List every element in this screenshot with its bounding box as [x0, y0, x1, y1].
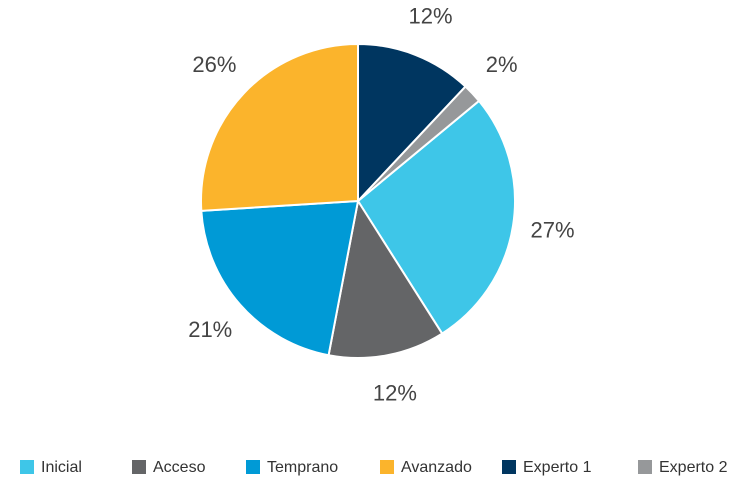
- pie-slice: [357, 85, 481, 202]
- pie-slice: [200, 199, 360, 357]
- slice-label: 2%: [486, 52, 518, 77]
- legend-swatch: [20, 460, 34, 474]
- slice-label: 12%: [408, 4, 452, 29]
- legend-swatch: [638, 460, 652, 474]
- legend-label: Acceso: [153, 459, 206, 476]
- pie-slice: [327, 198, 444, 359]
- legend-label: Experto 2: [659, 459, 728, 476]
- legend-label: Inicial: [41, 459, 82, 476]
- pie-slice: [357, 42, 467, 204]
- slice-label: 26%: [192, 52, 236, 77]
- legend-swatch: [246, 460, 260, 474]
- legend-label: Experto 1: [523, 459, 592, 476]
- legend-swatch: [380, 460, 394, 474]
- legend-label: Avanzado: [401, 459, 472, 476]
- legend-label: Temprano: [267, 459, 338, 476]
- slice-label: 27%: [531, 218, 575, 243]
- legend-swatch: [132, 460, 146, 474]
- slice-label: 12%: [373, 380, 417, 405]
- legend-swatch: [502, 460, 516, 474]
- pie-slice: [200, 42, 359, 212]
- slice-label: 21%: [188, 317, 232, 342]
- pie-slice: [356, 99, 516, 335]
